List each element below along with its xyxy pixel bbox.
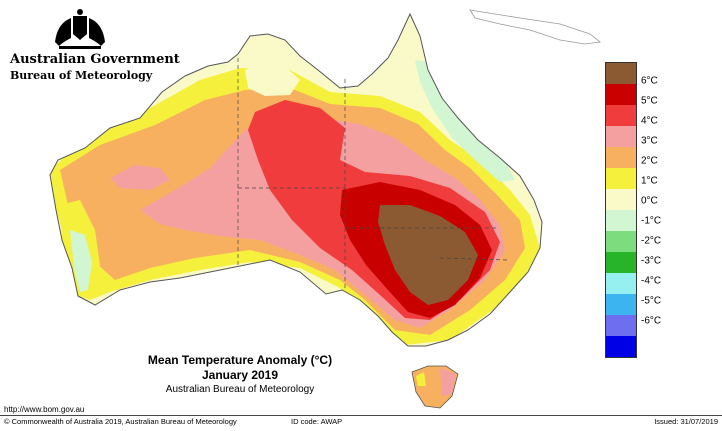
id-code: ID code: AWAP <box>291 417 343 426</box>
legend-label: 3°C <box>641 135 658 147</box>
legend-swatch <box>605 147 637 168</box>
legend-swatch <box>605 315 637 336</box>
legend-label: -3°C <box>641 255 662 267</box>
legend-label: 0°C <box>641 195 658 207</box>
legend-label: 6°C <box>641 75 658 87</box>
legend-label: 1°C <box>641 175 658 187</box>
legend-label: -4°C <box>641 275 662 287</box>
coat-of-arms-icon <box>55 9 105 49</box>
legend-label: 5°C <box>641 95 658 107</box>
agency-name: Bureau of Meteorology <box>10 69 153 82</box>
papua-new-guinea <box>469 9 601 45</box>
legend-swatch <box>605 336 637 358</box>
legend-swatch <box>605 126 637 147</box>
issued-date: Issued: 31/07/2019 <box>654 417 718 426</box>
legend-label: -1°C <box>641 215 662 227</box>
legend-swatch <box>605 273 637 294</box>
org-name: Australian Government <box>10 52 180 67</box>
legend-swatches <box>605 62 637 358</box>
map-title: Mean Temperature Anomaly (°C) <box>147 353 333 367</box>
legend-swatch <box>605 294 637 315</box>
legend-label: -2°C <box>641 235 662 247</box>
tasmania <box>411 365 459 409</box>
legend-label: -5°C <box>641 295 662 307</box>
legend-swatch <box>605 231 637 252</box>
government-logo: Australian Government Bureau of Meteorol… <box>10 8 180 82</box>
website-url: http://www.bom.gov.au <box>4 405 85 414</box>
map-period: January 2019 <box>201 368 279 382</box>
coastline <box>49 12 543 347</box>
legend: 6°C 5°C 4°C 3°C 2°C 1°C 0°C -1°C -2°C -3°C -4°C -5°… <box>605 62 661 358</box>
footer-divider <box>0 415 722 416</box>
map-source: Australian Bureau of Meteorology <box>165 384 315 395</box>
legend-swatch <box>605 189 637 210</box>
legend-label: -6°C <box>641 315 662 327</box>
map-title-block: Mean Temperature Anomaly (°C) January 20… <box>140 353 340 395</box>
legend-swatch <box>605 168 637 189</box>
legend-label: 4°C <box>641 115 658 127</box>
legend-swatch <box>605 210 637 231</box>
copyright-text: © Commonwealth of Australia 2019, Austra… <box>4 417 237 426</box>
legend-swatch <box>605 252 637 273</box>
legend-swatch <box>605 62 637 84</box>
legend-swatch <box>605 105 637 126</box>
legend-swatch <box>605 84 637 105</box>
state-borders <box>237 58 509 290</box>
legend-label: 2°C <box>641 155 658 167</box>
